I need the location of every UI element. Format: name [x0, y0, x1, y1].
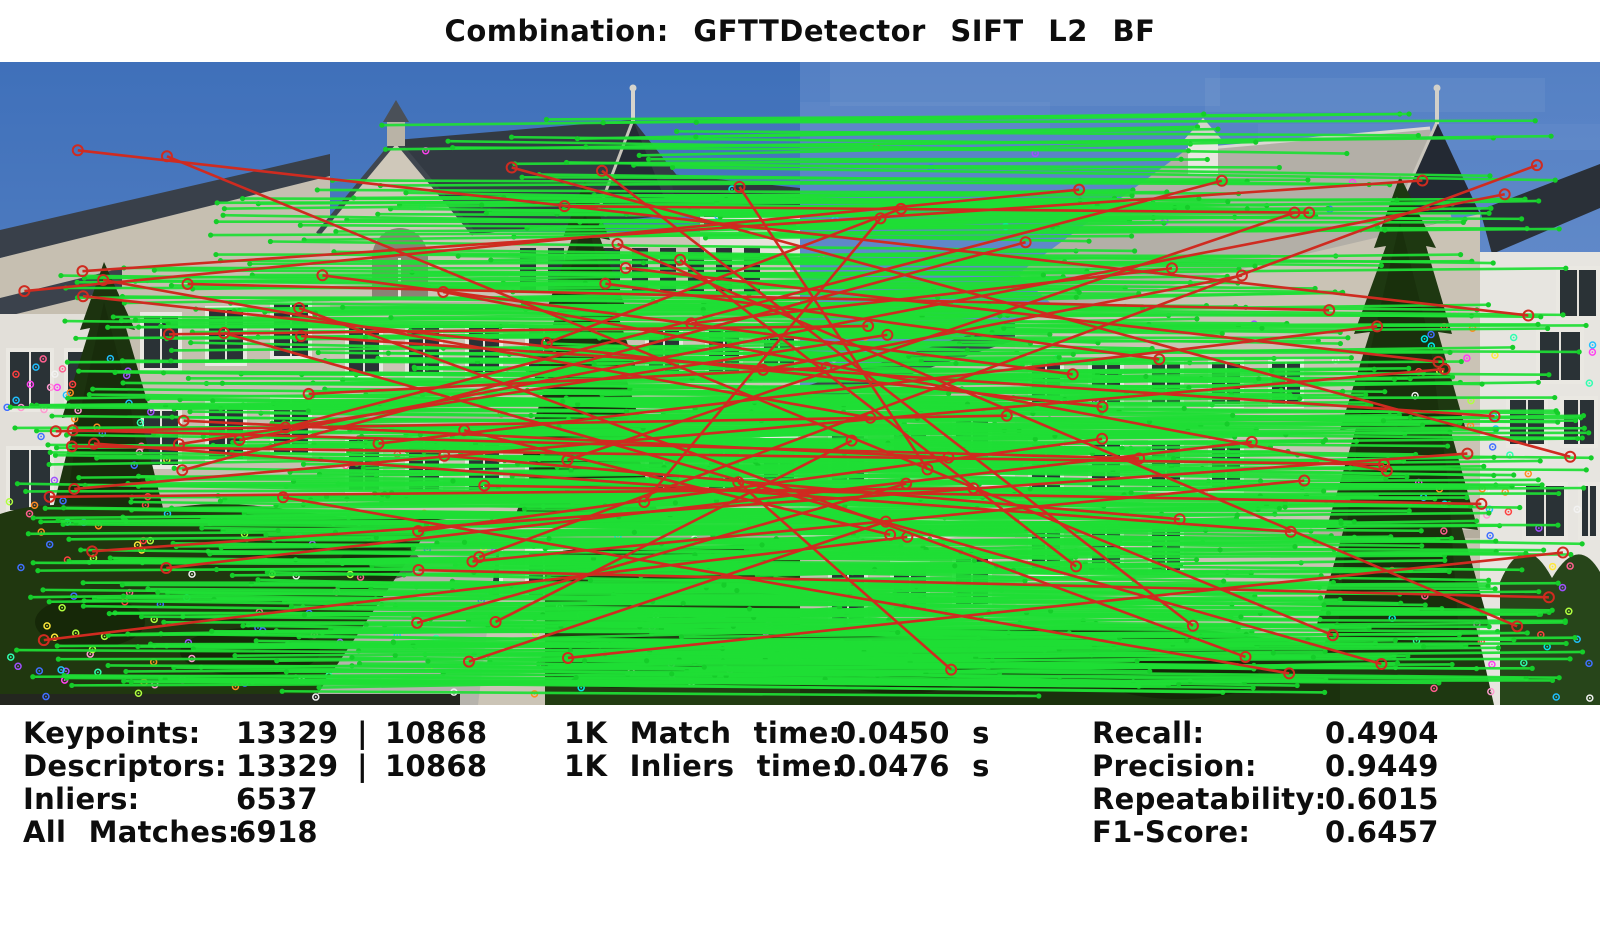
- metrics-block: Recall: 0.4904 Precision: 0.9449 Repeatabi…: [1092, 715, 1439, 849]
- stat-value: 0.0450 s: [836, 715, 990, 750]
- outlier-matches-layer: [18, 144, 1577, 680]
- stat-row-inliers: Inliers: 6537: [23, 781, 487, 816]
- sky-band: [1205, 78, 1545, 112]
- stat-row-match-time: 1K Match time: 0.0450 s: [564, 715, 990, 750]
- stat-row-all-matches: All Matches: 6918: [23, 814, 487, 849]
- spire-right-finial: [1433, 84, 1441, 92]
- stat-value: 0.0476 s: [836, 748, 990, 783]
- stat-value-right: 10868: [385, 748, 488, 783]
- turret-cap: [383, 100, 409, 122]
- stat-value-left: 6918: [236, 814, 318, 849]
- stat-value: 0.9449: [1325, 748, 1439, 783]
- match-visualization: [0, 62, 1600, 705]
- stat-separator: |: [357, 715, 368, 750]
- stat-label: Inliers:: [23, 781, 140, 816]
- tall-gable-right: [1396, 122, 1480, 214]
- corner-trees: [1500, 552, 1600, 705]
- stat-value-left: 6537: [236, 781, 318, 816]
- stat-value-right: 10868: [385, 715, 488, 750]
- stat-row-descriptors: Descriptors: 13329 | 10868: [23, 748, 488, 783]
- stat-value: 0.4904: [1325, 715, 1439, 750]
- spire: [631, 90, 635, 122]
- stat-row-keypoints: Keypoints: 13329 | 10868: [23, 715, 488, 750]
- path-shadow: [0, 694, 460, 705]
- turret: [387, 120, 405, 146]
- white-building-roof: [0, 268, 122, 318]
- figure-title: Combination: GFTTDetector SIFT L2 BF: [444, 14, 1156, 48]
- spire-right: [1435, 90, 1439, 124]
- stat-label: Repeatability:: [1092, 781, 1327, 816]
- stat-separator: |: [357, 748, 368, 783]
- counts-block: Keypoints: 13329 | 10868 Descriptors: 13329 |…: [23, 715, 488, 849]
- stat-row-repeatability: Repeatability: 0.6015: [1092, 781, 1439, 816]
- stat-label: Keypoints:: [23, 715, 201, 750]
- white-building-right-roof: [1480, 164, 1600, 254]
- stat-label: All Matches:: [23, 814, 240, 849]
- stat-value-left: 13329: [236, 748, 339, 783]
- stat-label: F1-Score:: [1092, 814, 1251, 849]
- stat-label: 1K Match time:: [564, 715, 841, 750]
- stat-row-precision: Precision: 0.9449: [1092, 748, 1439, 783]
- stat-row-recall: Recall: 0.4904: [1092, 715, 1439, 750]
- stat-row-inliers-time: 1K Inliers time: 0.0476 s: [564, 748, 990, 783]
- stats-panel: Keypoints: 13329 | 10868 Descriptors: 13329 |…: [0, 716, 1600, 916]
- stat-label: Recall:: [1092, 715, 1205, 750]
- stat-value: 0.6015: [1325, 781, 1439, 816]
- stat-value-left: 13329: [236, 715, 339, 750]
- spire-finial: [629, 84, 637, 92]
- sky-band: [830, 62, 1220, 106]
- stat-label: Descriptors:: [23, 748, 227, 783]
- stat-row-f1-score: F1-Score: 0.6457: [1092, 814, 1439, 849]
- stat-label: 1K Inliers time:: [564, 748, 844, 783]
- left-wing-roof: [0, 154, 330, 258]
- matches-canvas: [0, 62, 1600, 705]
- stat-label: Precision:: [1092, 748, 1257, 783]
- timing-block: 1K Match time: 0.0450 s 1K Inliers time: 0…: [564, 715, 990, 783]
- stat-value: 0.6457: [1325, 814, 1439, 849]
